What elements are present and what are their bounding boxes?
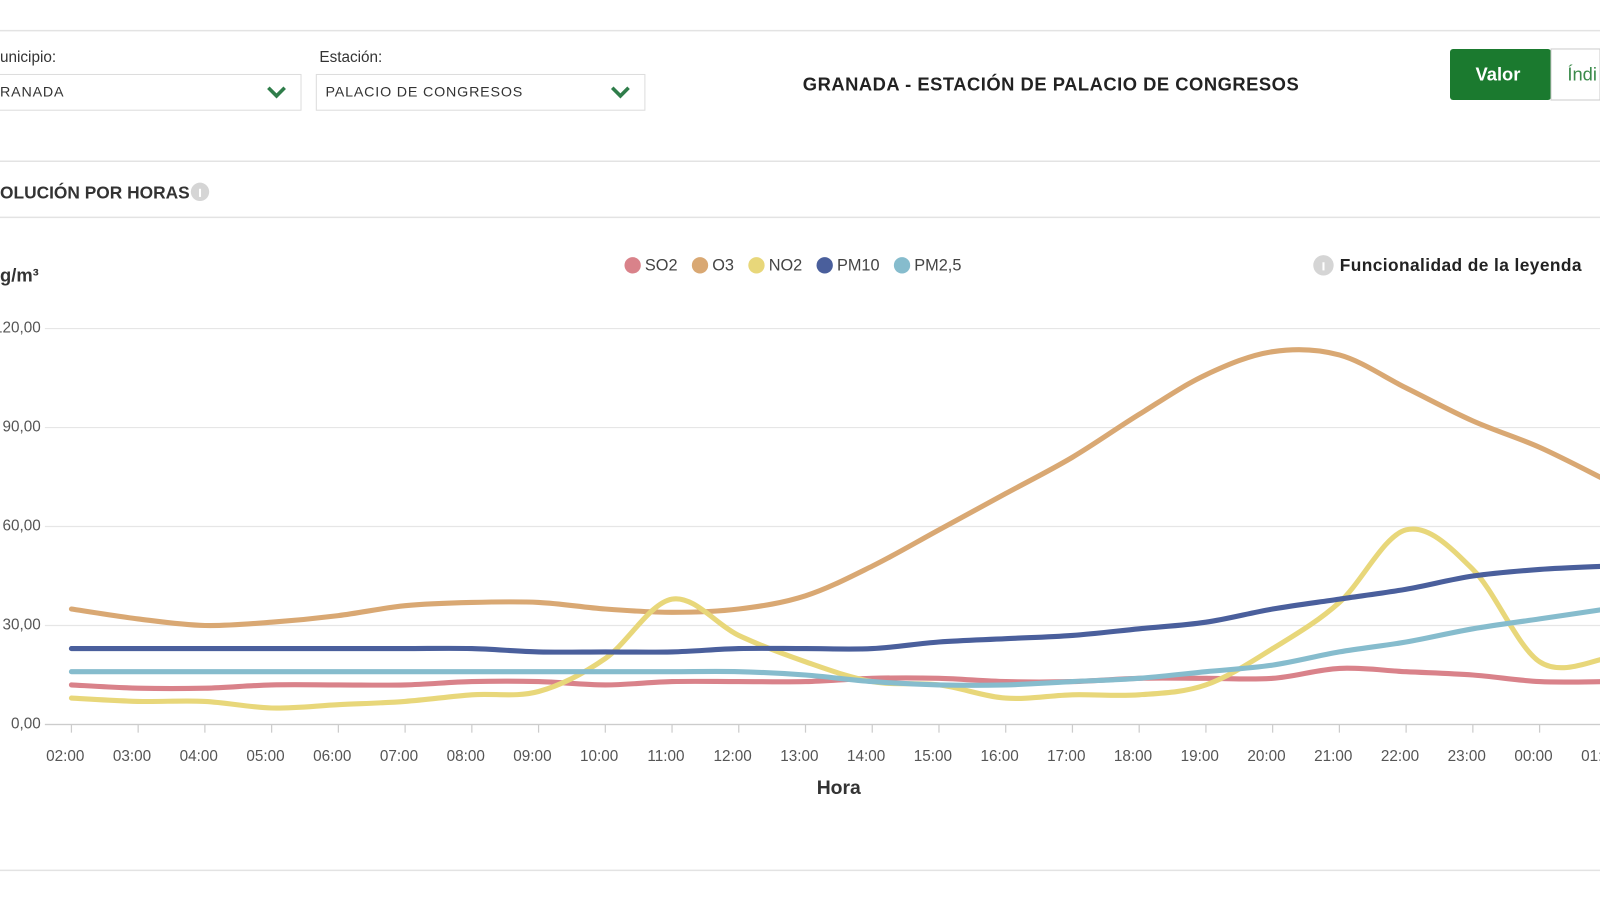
y-tick-label: 0,00 — [11, 716, 41, 733]
legend-swatch — [624, 257, 641, 274]
x-tick-label: 14:00 — [847, 748, 885, 765]
x-tick-label: 19:00 — [1181, 748, 1219, 765]
station-title: GRANADA - ESTACIÓN DE PALACIO DE CONGRES… — [803, 74, 1299, 95]
x-tick-label: 20:00 — [1247, 748, 1285, 765]
filter-label: unicipio: — [0, 49, 56, 66]
legend-label: PM2,5 — [914, 257, 961, 275]
chevron — [610, 86, 630, 99]
y-tick-label: 90,00 — [3, 419, 41, 436]
x-tick-label: 16:00 — [980, 748, 1018, 765]
legend-swatch — [893, 257, 911, 274]
x-tick-label: 06:00 — [313, 748, 351, 765]
legend-label: SO2 — [645, 257, 678, 275]
x-tick-label: 00:00 — [1514, 748, 1552, 765]
x-tick-label: 23:00 — [1448, 748, 1486, 765]
legend-item[interactable]: PM2,5 — [893, 257, 962, 275]
chevron — [267, 86, 286, 99]
x-tick-label: 08:00 — [447, 748, 485, 765]
x-tick-label: 22:00 — [1381, 748, 1419, 765]
x-tick-label: 12:00 — [714, 748, 752, 765]
series-line — [68, 607, 1600, 688]
x-tick-label: 04:00 — [180, 748, 218, 765]
series-line — [68, 563, 1600, 655]
legend-label: NO2 — [769, 257, 803, 275]
filter-label: Estación: — [319, 49, 382, 66]
y-axis-label: g/m³ — [0, 264, 39, 285]
toggle-valor[interactable] — [1450, 48, 1552, 100]
x-tick-label: 03:00 — [113, 748, 151, 765]
y-tick-label: 120,00 — [0, 320, 41, 337]
toggle-indice[interactable] — [1550, 48, 1600, 101]
x-tick-label: 01:00 — [1581, 748, 1600, 765]
legend-swatch — [748, 257, 765, 274]
legend-item[interactable]: NO2 — [748, 257, 802, 275]
x-tick-label: 15:00 — [914, 748, 952, 765]
x-tick-label: 02:00 — [46, 748, 84, 765]
x-tick-label: 13:00 — [780, 748, 818, 765]
legend-label: O3 — [712, 257, 734, 275]
municipio-select[interactable] — [0, 73, 302, 111]
series-line — [68, 347, 1600, 629]
legend-swatch — [691, 257, 709, 274]
legend-item[interactable]: PM10 — [816, 257, 880, 275]
select-value: PALACIO DE CONGRESOS — [326, 85, 524, 101]
x-tick-label: 17:00 — [1047, 748, 1085, 765]
toggle-label: Valor — [1476, 63, 1521, 84]
x-tick-label: 18:00 — [1114, 748, 1152, 765]
x-tick-label: 07:00 — [380, 748, 418, 765]
estacion-select[interactable] — [315, 73, 646, 111]
y-tick-label: 30,00 — [3, 617, 41, 634]
legend-help: Funcionalidad de la leyenda — [1340, 255, 1582, 275]
x-tick-label: 05:00 — [246, 748, 284, 765]
y-tick-label: 60,00 — [3, 518, 41, 535]
legend-item[interactable]: O3 — [691, 257, 734, 275]
legend-label: PM10 — [837, 257, 880, 275]
legend-swatch — [816, 257, 833, 274]
x-tick-label: 10:00 — [580, 748, 618, 765]
x-tick-label: 09:00 — [513, 748, 551, 765]
section-title: OLUCIÓN POR HORAS — [0, 182, 190, 202]
x-tick-label: 11:00 — [647, 748, 684, 765]
legend-item[interactable]: SO2 — [624, 257, 678, 275]
select-value: RANADA — [0, 85, 64, 101]
toggle-label: Índi — [1567, 63, 1597, 84]
x-tick-label: 21:00 — [1314, 748, 1352, 765]
x-axis-label: Hora — [817, 777, 861, 799]
